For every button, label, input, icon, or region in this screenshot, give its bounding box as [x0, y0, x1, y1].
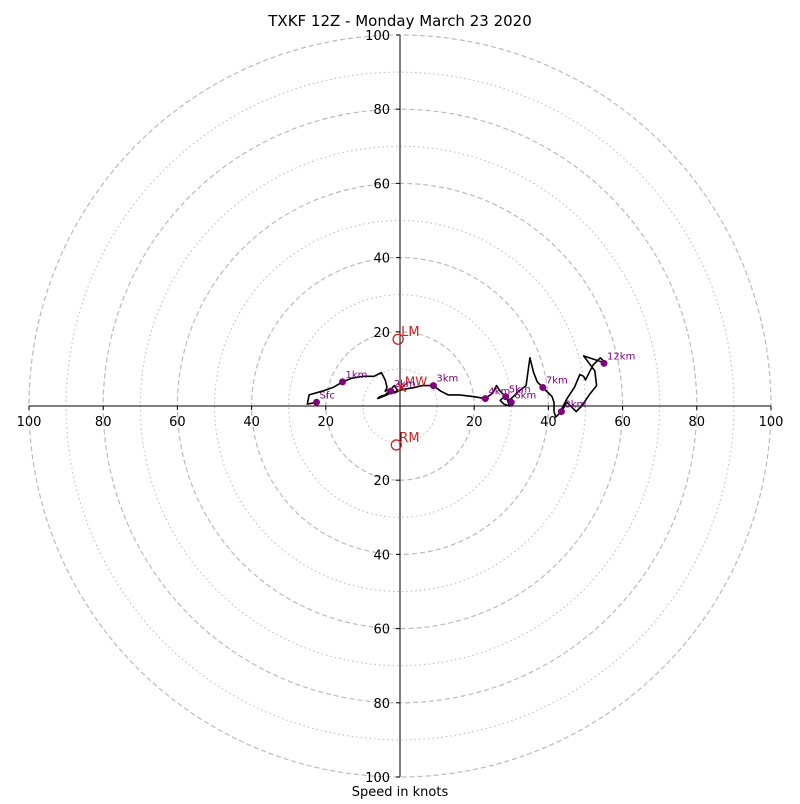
- x-tick-label-6: 40: [540, 415, 557, 430]
- x-tick-label-1: 80: [95, 415, 112, 430]
- storm-motion-mw-label: MW: [405, 374, 427, 388]
- height-label-sfc: Sfc: [320, 390, 335, 401]
- height-marker-7km: [539, 383, 547, 391]
- x-tick-label-8: 80: [689, 415, 706, 430]
- hodograph-trace: [306, 355, 607, 418]
- height-marker-5km: [502, 393, 510, 401]
- x-tick-label-5: 20: [466, 415, 483, 430]
- storm-motion-lm-marker: [392, 333, 404, 345]
- x-tick-label-2: 60: [169, 415, 186, 430]
- height-label-7km: 7km: [546, 375, 568, 386]
- y-tick-label-9: 100: [365, 771, 390, 786]
- y-tick-label-4: 20: [373, 326, 390, 341]
- y-tick-label-1: 80: [373, 103, 390, 118]
- x-axis-label: Speed in knots: [352, 785, 449, 800]
- height-marker-4km: [481, 395, 489, 403]
- height-marker-sfc: [313, 398, 321, 406]
- height-label-1km: 1km: [345, 370, 367, 381]
- y-tick-label-3: 40: [373, 252, 390, 267]
- height-marker-1km: [338, 378, 346, 386]
- height-marker-8km: [557, 408, 565, 416]
- x-tick-label-0: 100: [17, 415, 42, 430]
- height-label-8km: 8km: [564, 400, 586, 411]
- y-tick-label-6: 40: [373, 548, 390, 563]
- x-tick-label-4: 20: [318, 415, 335, 430]
- x-tick-label-3: 40: [243, 415, 260, 430]
- y-tick-label-0: 100: [365, 29, 390, 44]
- x-tick-label-7: 60: [614, 415, 631, 430]
- y-tick-label-8: 80: [373, 697, 390, 712]
- height-marker-2km: [387, 387, 395, 395]
- height-label-2km: 2km: [394, 379, 416, 390]
- storm-motion-mw-marker-b: [397, 382, 407, 393]
- height-label-6km: 6km: [514, 390, 536, 401]
- storm-motion-rm-label: RM: [399, 431, 419, 446]
- height-marker-6km: [507, 398, 515, 406]
- height-marker-3km: [429, 382, 437, 390]
- y-tick-label-5: 20: [373, 474, 390, 489]
- height-marker-12km: [600, 359, 608, 367]
- x-tick-label-9: 100: [759, 415, 784, 430]
- height-label-3km: 3km: [436, 374, 458, 385]
- height-label-12km: 12km: [607, 351, 635, 362]
- chart-title: TXKF 12Z - Monday March 23 2020: [268, 12, 532, 30]
- height-label-5km: 5km: [509, 385, 531, 396]
- y-tick-label-2: 60: [373, 177, 390, 192]
- height-label-4km: 4km: [488, 387, 510, 398]
- y-tick-label-7: 60: [373, 623, 390, 638]
- storm-motion-lm-label: LM: [401, 325, 419, 340]
- storm-motion-rm-marker: [390, 439, 402, 451]
